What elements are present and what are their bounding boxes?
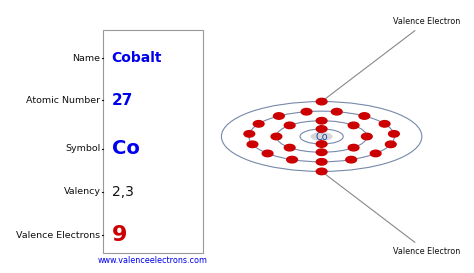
- Text: 9: 9: [112, 225, 127, 245]
- Ellipse shape: [284, 122, 295, 129]
- Ellipse shape: [273, 113, 284, 119]
- Text: Valence Electron: Valence Electron: [324, 173, 460, 256]
- Ellipse shape: [316, 126, 327, 132]
- Ellipse shape: [284, 144, 295, 151]
- Ellipse shape: [359, 113, 370, 119]
- Ellipse shape: [348, 122, 359, 129]
- Ellipse shape: [379, 121, 390, 127]
- Text: Atomic Number: Atomic Number: [27, 96, 100, 105]
- Ellipse shape: [253, 121, 264, 127]
- Text: Valency: Valency: [64, 187, 100, 196]
- Ellipse shape: [385, 141, 396, 148]
- Ellipse shape: [316, 141, 327, 147]
- Ellipse shape: [316, 98, 327, 105]
- Ellipse shape: [262, 150, 273, 157]
- Ellipse shape: [362, 133, 372, 140]
- Text: Name: Name: [73, 54, 100, 63]
- Text: 2,3: 2,3: [112, 185, 134, 199]
- FancyBboxPatch shape: [103, 30, 203, 253]
- Ellipse shape: [316, 168, 327, 175]
- Text: Valence Electrons: Valence Electrons: [17, 231, 100, 240]
- Ellipse shape: [316, 117, 327, 124]
- Ellipse shape: [247, 141, 258, 148]
- Ellipse shape: [389, 130, 399, 137]
- Ellipse shape: [316, 159, 327, 165]
- Ellipse shape: [346, 156, 356, 163]
- Text: Symbol: Symbol: [65, 144, 100, 153]
- Ellipse shape: [271, 133, 282, 140]
- Ellipse shape: [287, 156, 297, 163]
- Text: Co: Co: [315, 132, 328, 141]
- Ellipse shape: [244, 130, 255, 137]
- Ellipse shape: [331, 108, 342, 115]
- Text: Co: Co: [112, 139, 140, 158]
- Ellipse shape: [348, 144, 359, 151]
- Text: Valence Electron: Valence Electron: [324, 17, 460, 100]
- Ellipse shape: [316, 149, 327, 156]
- Text: www.valenceelectrons.com: www.valenceelectrons.com: [98, 256, 208, 265]
- Ellipse shape: [370, 150, 381, 157]
- Text: Cobalt: Cobalt: [112, 51, 162, 65]
- Ellipse shape: [301, 108, 312, 115]
- Text: 27: 27: [112, 93, 133, 108]
- Ellipse shape: [311, 133, 332, 140]
